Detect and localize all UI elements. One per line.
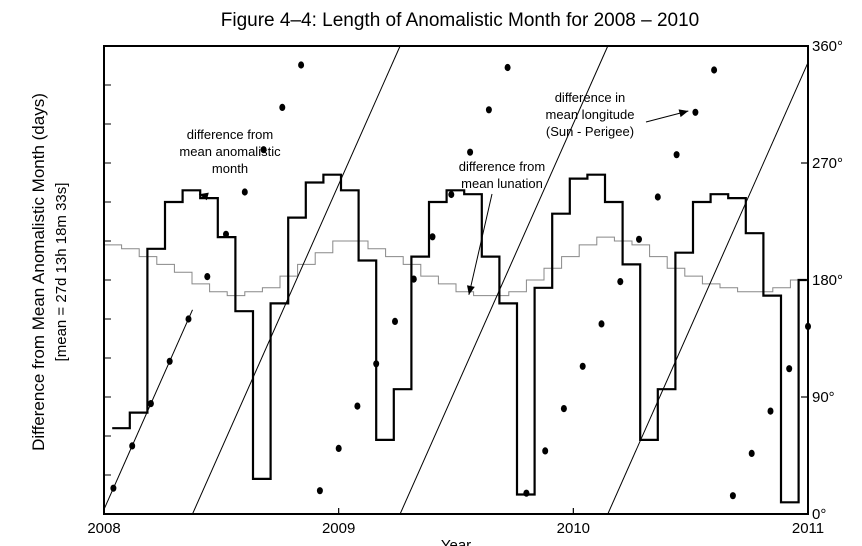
annotation-lunation-arrowhead	[467, 285, 475, 295]
longitude-marker	[636, 235, 642, 243]
x-tick-label: 2008	[87, 520, 120, 537]
annotation-lunation-text: mean lunation	[461, 176, 543, 191]
x-tick-label: 2010	[557, 520, 590, 537]
longitude-marker	[523, 489, 530, 497]
annotation-longitude-text: mean longitude	[546, 107, 635, 122]
annotation-lunation-text: difference from	[459, 159, 545, 174]
longitude-marker	[279, 103, 286, 111]
annotation-longitude-arrowhead	[678, 109, 689, 118]
longitude-marker	[316, 487, 323, 495]
longitude-marker	[448, 190, 455, 199]
y2-tick-label: 270°	[812, 155, 843, 172]
annotation-anomalistic-text: mean anomalistic	[179, 144, 281, 159]
longitude-series-layer	[103, 45, 811, 515]
annotation-lunation-arrow	[468, 193, 493, 295]
longitude-marker	[110, 484, 117, 492]
longitude-marker	[711, 66, 718, 74]
longitude-marker	[654, 193, 661, 201]
y2-tick-label: 90°	[812, 389, 835, 406]
longitude-marker	[429, 233, 436, 241]
longitude-marker	[129, 442, 136, 450]
x-tick-label: 2011	[792, 520, 824, 537]
longitude-marker	[692, 108, 699, 116]
longitude-marker	[767, 407, 774, 415]
longitude-marker	[392, 317, 398, 325]
longitude-marker	[673, 151, 680, 159]
x-axis-label: Year	[441, 537, 471, 546]
annotation-anomalistic-text: difference from	[187, 127, 273, 142]
x-tick-label: 2009	[322, 520, 355, 537]
lunation-series-layer	[104, 236, 808, 297]
longitude-marker	[542, 447, 549, 455]
longitude-marker	[786, 365, 793, 373]
longitude-marker	[560, 405, 567, 413]
longitude-marker	[748, 449, 755, 457]
longitude-marker	[335, 444, 342, 452]
longitude-marker	[729, 492, 736, 500]
longitude-marker	[354, 402, 361, 410]
annotation-anomalistic-text: month	[212, 161, 248, 176]
longitude-marker	[260, 146, 267, 154]
anomalistic-step-line	[112, 173, 807, 504]
annotation-longitude-text: (Sun - Perigee)	[546, 124, 634, 139]
longitude-marker	[504, 63, 511, 72]
annotation-anomalistic-arrowhead	[199, 192, 209, 201]
longitude-marker	[185, 315, 192, 323]
longitude-marker	[598, 320, 605, 328]
anomalistic-series-layer	[112, 173, 807, 504]
annotation-longitude-text: difference in	[555, 90, 626, 105]
longitude-marker	[204, 273, 211, 281]
longitude-marker	[617, 278, 624, 286]
longitude-marker	[166, 357, 173, 365]
longitude-marker	[298, 61, 305, 69]
chart-title: Figure 4–4: Length of Anomalistic Month …	[221, 10, 699, 31]
longitude-marker	[485, 106, 492, 114]
annotations: difference from mean anomalistic month diff…	[179, 90, 689, 295]
y2-tick-label: 0°	[812, 506, 826, 523]
longitude-line-segment	[399, 45, 609, 515]
lunation-step-line	[104, 236, 808, 297]
longitude-marker	[147, 400, 154, 408]
longitude-line-segment	[192, 45, 401, 515]
y2-tick-label: 180°	[812, 272, 843, 289]
y2-tick-label: 360°	[812, 38, 843, 55]
longitude-marker	[241, 188, 248, 196]
longitude-marker	[467, 148, 474, 156]
y-axis-label: Difference from Mean Anomalistic Month (…	[29, 93, 48, 451]
longitude-marker	[579, 362, 586, 370]
y-axis-sublabel: [mean = 27d 13h 18m 33s]	[53, 183, 70, 362]
